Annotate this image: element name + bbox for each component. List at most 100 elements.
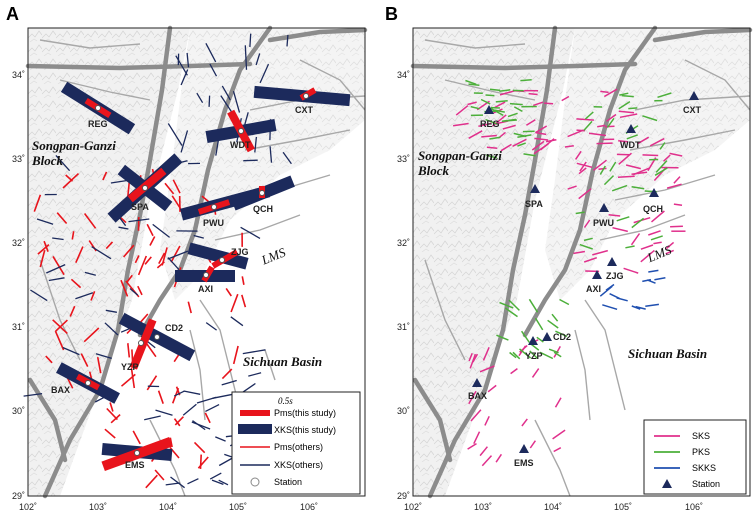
station-label-zjg: ZJG — [606, 271, 624, 281]
x-tick-label: 103˚ — [474, 502, 492, 512]
x-tick-label: 102˚ — [404, 502, 422, 512]
y-tick-label: 34˚ — [397, 70, 410, 80]
legend-label-xks: XKS(this study) — [274, 425, 336, 435]
station-label-cd2: CD2 — [553, 332, 571, 342]
xks-others-bar — [209, 96, 210, 107]
region-label-sichuan-basin: Sichuan Basin — [243, 354, 322, 369]
xks-others-bar — [243, 160, 257, 161]
legend-swatch-pms — [240, 410, 270, 416]
legend-b: SKS PKS SKKS Station — [644, 420, 746, 494]
pks-bar — [622, 96, 634, 97]
y-tick-label: 34˚ — [12, 70, 25, 80]
station-marker — [304, 94, 309, 99]
station-marker — [239, 129, 244, 134]
sks-bar — [529, 94, 538, 95]
y-tick-label: 32˚ — [397, 238, 410, 248]
legend-label-skks: SKKS — [692, 463, 716, 473]
x-tick-label: 106˚ — [300, 502, 318, 512]
station-marker — [96, 106, 101, 111]
sks-bar — [618, 176, 635, 177]
legend-swatch-xks — [238, 424, 272, 434]
x-tick-label: 104˚ — [544, 502, 562, 512]
legend-label-pms: Pms(this study) — [274, 408, 336, 418]
region-label-songpan: Songpan-Ganzi — [418, 148, 502, 163]
x-tick-label: 106˚ — [685, 502, 703, 512]
y-tick-label: 31˚ — [12, 322, 25, 332]
panel-b: B — [385, 4, 750, 512]
station-label-wdt: WDT — [230, 140, 251, 150]
y-tick-label: 29˚ — [12, 491, 25, 501]
station-label-axi: AXI — [586, 284, 601, 294]
station-marker — [143, 186, 148, 191]
station-label-yzp: YZP — [525, 351, 543, 361]
station-label-cxt: CXT — [683, 105, 702, 115]
panel-b-y-axis: 34˚ 33˚ 32˚ 31˚ 30˚ 29˚ — [397, 70, 410, 501]
station-marker — [86, 381, 91, 386]
panel-b-letter: B — [385, 4, 398, 24]
panel-a: A — [6, 4, 365, 512]
station-label-axi: AXI — [198, 284, 213, 294]
station-label-ems: EMS — [514, 458, 534, 468]
legend-swatch-station — [251, 478, 259, 486]
station-label-cd2: CD2 — [165, 323, 183, 333]
legend-a: 0.5s Pms(this study) XKS(this study) Pms… — [232, 392, 360, 494]
station-marker — [220, 258, 225, 263]
station-label-yzp: YZP — [121, 362, 139, 372]
y-tick-label: 32˚ — [12, 238, 25, 248]
y-tick-label: 33˚ — [397, 154, 410, 164]
station-marker — [260, 191, 265, 196]
region-label-block: Block — [417, 163, 450, 178]
station-label-bax: BAX — [468, 391, 487, 401]
region-label-songpan: Songpan-Ganzi — [32, 138, 116, 153]
panel-a-letter: A — [6, 4, 19, 24]
x-tick-label: 105˚ — [229, 502, 247, 512]
station-marker — [139, 341, 144, 346]
station-label-zjg: ZJG — [231, 247, 249, 257]
panel-b-x-axis: 102˚ 103˚ 104˚ 105˚ 106˚ — [404, 502, 703, 512]
pks-bar — [486, 95, 495, 96]
x-tick-label: 103˚ — [89, 502, 107, 512]
xks-others-bar — [287, 35, 288, 47]
legend-label-pks: PKS — [692, 447, 710, 457]
legend-label-station: Station — [274, 477, 302, 487]
station-label-wdt: WDT — [620, 140, 641, 150]
station-label-pwu: PWU — [593, 218, 614, 228]
station-label-qch: QCH — [643, 204, 663, 214]
region-label-sichuan-basin: Sichuan Basin — [628, 346, 707, 361]
panel-a-x-axis: 102˚ 103˚ 104˚ 105˚ 106˚ — [19, 502, 318, 512]
legend-label-xks-others: XKS(others) — [274, 460, 323, 470]
legend-label-sks: SKS — [692, 431, 710, 441]
station-label-pwu: PWU — [203, 218, 224, 228]
sks-bar — [643, 155, 659, 156]
y-tick-label: 29˚ — [397, 491, 410, 501]
y-tick-label: 31˚ — [397, 322, 410, 332]
xks-others-bar — [250, 34, 251, 47]
y-tick-label: 33˚ — [12, 154, 25, 164]
station-label-spa: SPA — [525, 199, 543, 209]
sks-bar — [544, 103, 553, 104]
station-label-qch: QCH — [253, 204, 273, 214]
panel-b-map: REG WDT CXT SPA PWU QCH ZJG AXI CD2 YZP … — [413, 28, 750, 496]
station-marker — [135, 451, 140, 456]
pks-bar — [510, 104, 523, 105]
y-tick-label: 30˚ — [12, 406, 25, 416]
y-tick-label: 30˚ — [397, 406, 410, 416]
pks-bar — [628, 108, 637, 109]
station-label-spa: SPA — [131, 202, 149, 212]
station-marker — [204, 273, 209, 278]
panel-a-y-axis: 34˚ 33˚ 32˚ 31˚ 30˚ 29˚ — [12, 70, 25, 501]
sks-bar — [597, 143, 613, 144]
station-marker — [212, 205, 217, 210]
x-tick-label: 104˚ — [159, 502, 177, 512]
station-marker — [155, 335, 160, 340]
panel-a-map: REG WDT CXT SPA PWU QCH ZJG AXI CD2 YZP … — [24, 28, 365, 496]
x-tick-label: 102˚ — [19, 502, 37, 512]
region-label-block: Block — [31, 153, 64, 168]
legend-scale-label: 0.5s — [278, 396, 293, 406]
sks-bar — [600, 91, 608, 92]
pks-bar — [520, 80, 531, 81]
station-label-reg: REG — [88, 119, 108, 129]
sks-bar — [670, 226, 683, 227]
legend-label-station: Station — [692, 479, 720, 489]
